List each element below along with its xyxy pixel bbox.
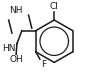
Text: F: F: [41, 60, 47, 69]
Text: HN: HN: [2, 45, 15, 53]
Text: NH: NH: [9, 6, 23, 15]
Text: Cl: Cl: [50, 2, 59, 11]
Text: OH: OH: [9, 55, 23, 64]
